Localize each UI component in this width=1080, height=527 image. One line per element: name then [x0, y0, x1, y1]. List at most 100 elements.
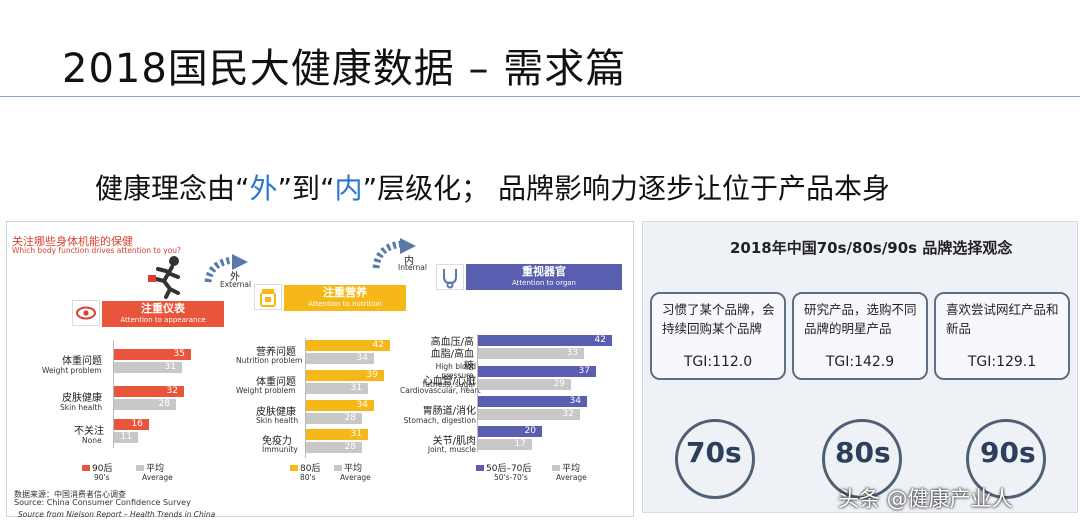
bar-value-label: 42 [372, 340, 384, 350]
slide-subtitle: 健康理念由“外”到“内”层级化； 品牌影响力逐步让位于产品本身 [95, 167, 890, 207]
stethoscope-icon [436, 264, 464, 290]
bar-primary [114, 349, 191, 360]
category-label: Weight problem [42, 366, 102, 375]
legend-label: 90's [94, 473, 110, 482]
legend-swatch-50s-70s [476, 465, 484, 471]
bar-value-label: 11 [120, 432, 132, 442]
subtitle-part: ”到“ [277, 172, 335, 205]
legend-label: 50后–70后 [486, 464, 532, 474]
bar-value-label: 33 [566, 348, 578, 358]
legend-label: Average [340, 473, 371, 482]
banner-organ-en: Attention to organ [512, 279, 576, 287]
page-title: 2018国民大健康数据 – 需求篇 [62, 46, 627, 92]
bar-average [114, 432, 138, 443]
bar-value-label: 28 [158, 399, 170, 409]
card-description: 习惯了某个品牌，会持续回购某个品牌 [662, 302, 775, 336]
bar-value-label: 31 [350, 429, 362, 439]
category-label: None [82, 436, 102, 445]
category-label: 胃肠道/消化 [422, 406, 476, 417]
data-source-en: Source: China Consumer Confidence Survey [14, 498, 191, 507]
bar-value-label: 31 [164, 362, 176, 372]
category-label: 皮肤健康 [62, 393, 102, 404]
banner-nutrition-cn: 注重营养 [323, 286, 367, 299]
subtitle-part: ”层级化； 品牌影响力逐步让位于产品本身 [362, 172, 890, 205]
category-label: Immunity [262, 445, 298, 454]
bar-average [478, 439, 532, 450]
bar-value-label: 37 [578, 366, 590, 376]
eye-icon [72, 300, 100, 326]
axis-nutrition [305, 338, 306, 458]
banner-nutrition: 注重营养 Attention to nutrition [284, 285, 406, 311]
category-label: Stomach, digestion [403, 416, 476, 425]
legend-swatch-average [552, 465, 560, 471]
category-label: 关节/肌肉 [432, 436, 476, 447]
banner-organ: 重视器官 Attention to organ [466, 264, 622, 290]
generation-label-70s: 70s [686, 436, 742, 469]
bar-primary [114, 419, 149, 430]
legend-label: 90后 [92, 464, 113, 474]
generation-circle-70s [675, 419, 755, 499]
bar-value-label: 42 [594, 335, 606, 345]
source-note: Source from Nielson Report – Health Tren… [18, 510, 216, 519]
legend-label: 平均 [562, 464, 581, 474]
bar-primary [478, 366, 596, 377]
banner-organ-cn: 重视器官 [522, 265, 566, 278]
bar-primary [478, 335, 612, 346]
legend-label: 50's-70's [494, 473, 528, 482]
legend-swatch-average [334, 465, 342, 471]
bar-average [306, 353, 374, 364]
bar-value-label: 31 [350, 383, 362, 393]
legend-label: Average [556, 473, 587, 482]
axis-organ [477, 334, 478, 452]
bar-value-label: 35 [173, 349, 185, 359]
axis-appearance [113, 340, 114, 448]
chart-heading-cn: 关注哪些身体机能的保健 [12, 235, 133, 248]
generation-label-80s: 80s [835, 436, 891, 469]
bar-primary [306, 429, 368, 440]
category-label: 体重问题 [62, 356, 102, 367]
legend-label: 平均 [146, 464, 165, 474]
bar-value-label: 28 [344, 413, 356, 423]
card-80s: 研究产品，选购不同品牌的明星产品 TGI:142.9 [792, 292, 928, 380]
banner-nutrition-en: Attention to nutrition [308, 300, 382, 308]
data-source-cn: 数据来源：中国消费者信心调查 [14, 490, 126, 499]
bar-primary [114, 386, 184, 397]
category-label: 皮肤健康 [256, 407, 296, 418]
arrow-external-en: External [220, 280, 252, 289]
bar-value-label: 28 [344, 442, 356, 452]
card-tgi: TGI:112.0 [683, 354, 753, 370]
category-label: 高血压/高血脂/高血糖 [430, 337, 474, 372]
bar-average [478, 348, 584, 359]
watermark: 头条 @健康产业人 [838, 487, 1013, 511]
running-person-icon [148, 256, 180, 299]
banner-appearance-en: Attention to appearance [120, 316, 206, 324]
card-tgi: TGI:142.9 [825, 354, 895, 370]
internal-arrow-icon [372, 238, 416, 269]
bar-value-label: 34 [569, 396, 581, 406]
card-90s: 喜欢尝试网红产品和新品 TGI:129.1 [934, 292, 1070, 380]
bar-value-label: 34 [356, 353, 368, 363]
arrow-internal-en: Internal [398, 263, 427, 272]
arrow-external-cn: 外 [230, 272, 240, 283]
bar-value-label: 32 [166, 386, 178, 396]
subtitle-part: 健康理念由“ [95, 172, 250, 205]
generation-circle-90s [966, 419, 1046, 499]
legend-label: 80后 [300, 464, 321, 474]
legend-swatch-90s [82, 465, 90, 471]
generation-circle-80s [822, 419, 902, 499]
category-label: Joint, muscle [427, 445, 476, 454]
bar-average [114, 399, 176, 410]
chart-heading-en: Which body function drives attention to … [12, 246, 182, 255]
bar-primary [306, 340, 390, 351]
card-70s: 习惯了某个品牌，会持续回购某个品牌 TGI:112.0 [650, 292, 786, 380]
bar-value-label: 32 [562, 409, 574, 419]
bar-primary [478, 396, 587, 407]
bar-value-label: 17 [514, 439, 526, 449]
bar-value-label: 39 [366, 370, 378, 380]
title-divider [0, 96, 1080, 97]
legend-swatch-80s [290, 465, 298, 471]
category-label: Skin health [256, 416, 299, 425]
subtitle-highlight-inner: 内 [334, 172, 363, 205]
bar-value-label: 16 [131, 419, 143, 429]
external-arrow-icon [204, 254, 248, 283]
